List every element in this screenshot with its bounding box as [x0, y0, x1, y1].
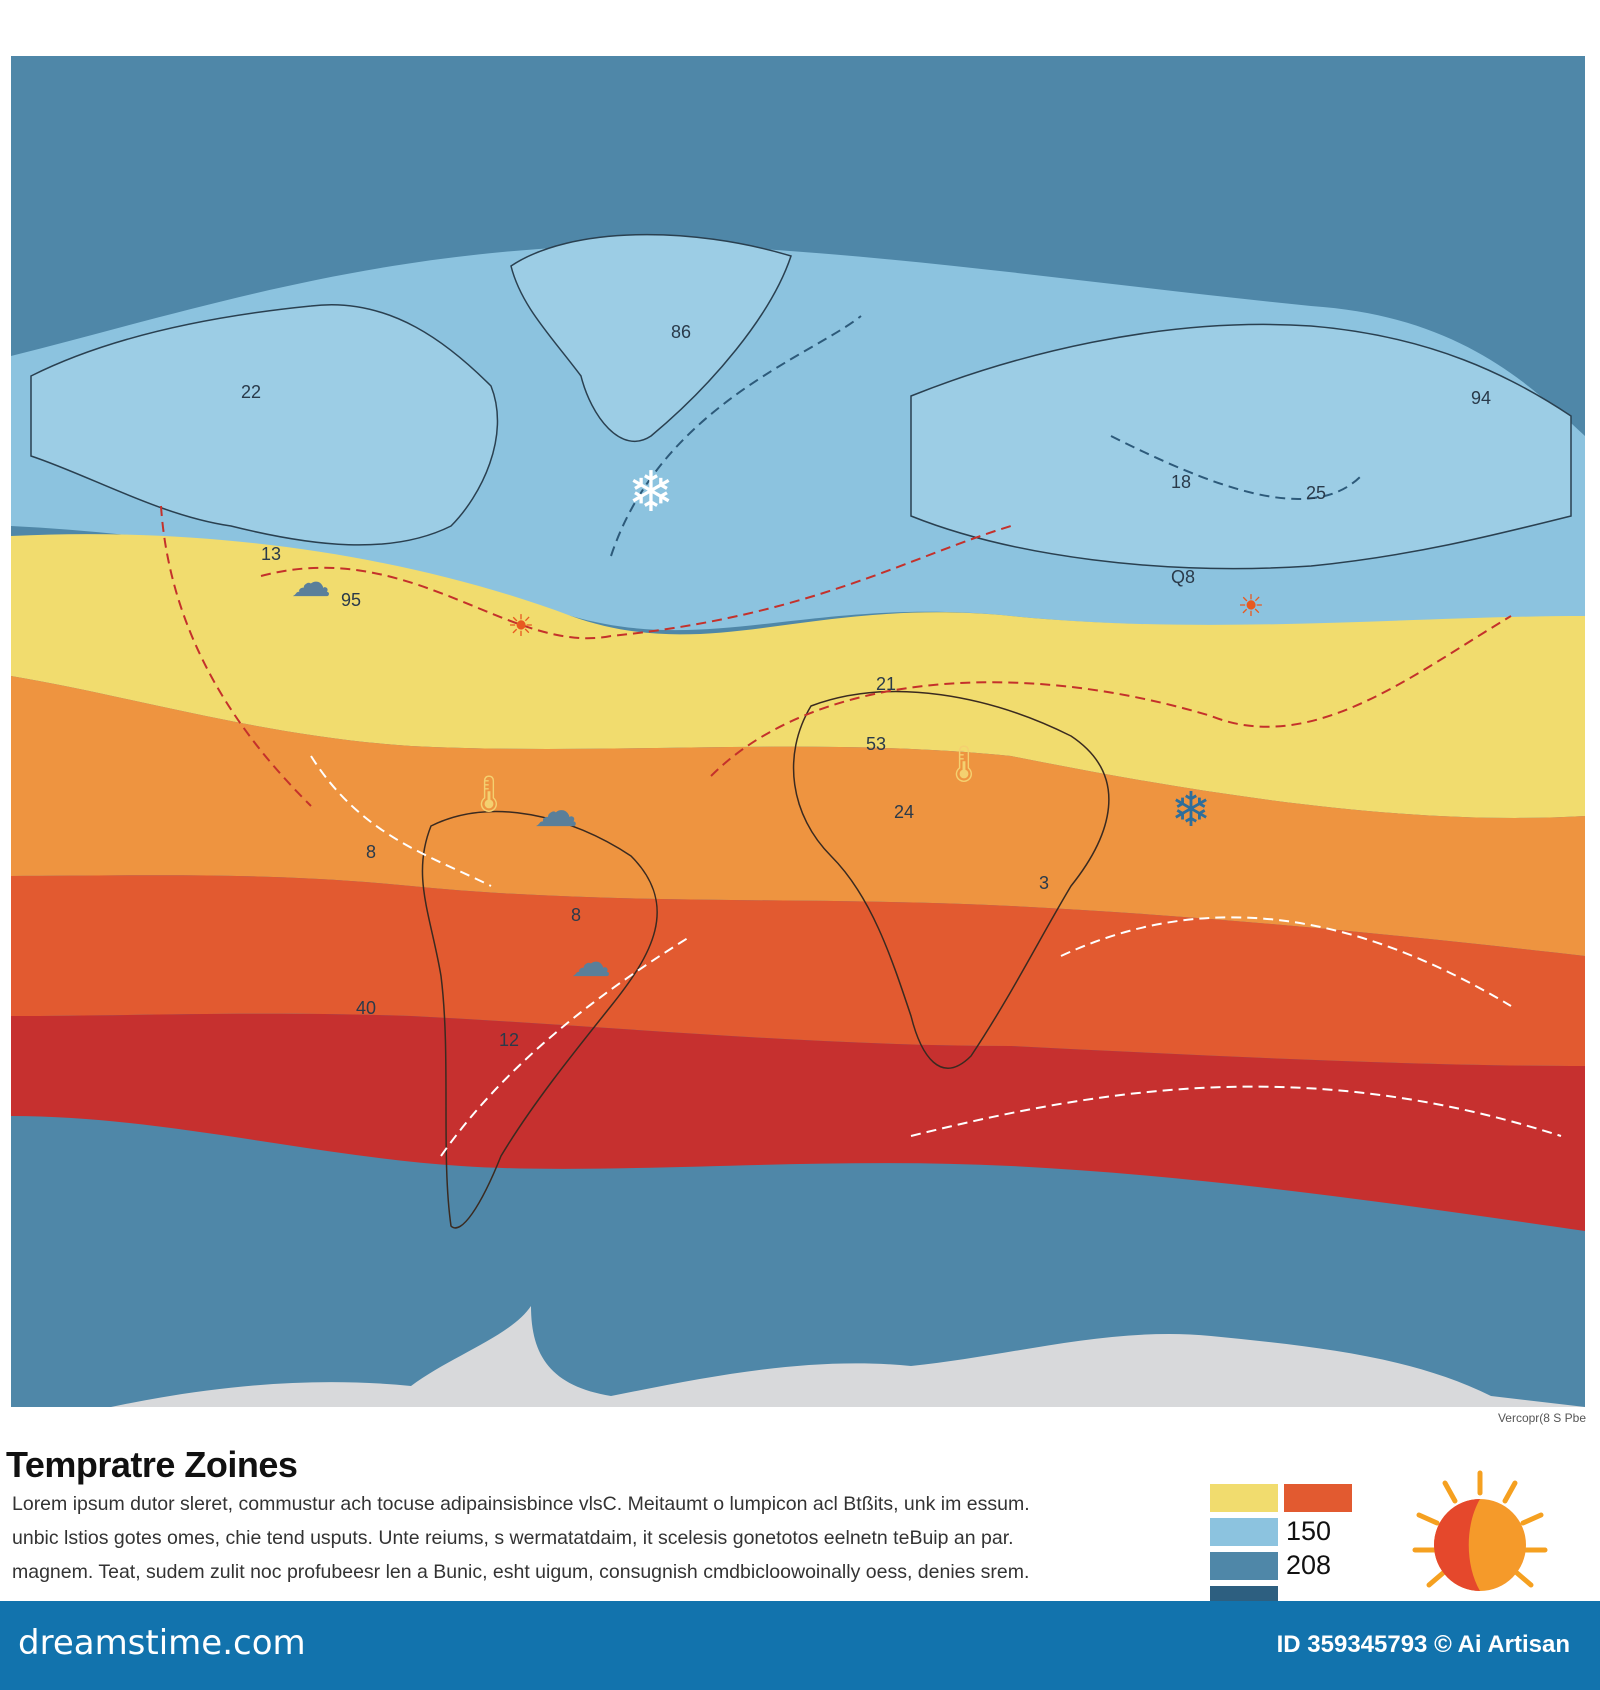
map-label: 94 — [1471, 388, 1491, 408]
sun-icon: ☀ — [508, 610, 535, 643]
map-label: 3 — [1039, 873, 1049, 893]
map-label: 8 — [366, 842, 376, 862]
cloud-rain-icon: ☁ — [291, 561, 331, 605]
snowflake-icon: ❄ — [1171, 784, 1211, 837]
map-label: 18 — [1171, 472, 1191, 492]
map-label: 86 — [671, 322, 691, 342]
map-label: 53 — [866, 734, 886, 754]
brand-logo: dreamstime.com — [18, 1623, 306, 1663]
very-hot-zone — [11, 1013, 1585, 1231]
map-label: 95 — [341, 590, 361, 610]
paragraph-line: magnem. Teat, sudem zulit noc profubeesr… — [12, 1561, 1030, 1583]
map-label: 24 — [894, 802, 914, 822]
page-title: Tempratre Zoines — [6, 1444, 298, 1485]
sun-icon — [1412, 1470, 1548, 1591]
legend-value: 150 — [1286, 1516, 1332, 1546]
hot-zone — [11, 875, 1585, 1066]
legend-swatch-red — [1284, 1484, 1352, 1512]
greenland — [510, 233, 792, 443]
map-label: 40 — [356, 998, 376, 1018]
map-label: 25 — [1306, 483, 1326, 503]
wind-flow-arrows — [160, 315, 1562, 1157]
legend: 150 208 — [1210, 1484, 1360, 1601]
warm-zone — [11, 676, 1585, 956]
cloud-rain-icon: ☁ — [571, 941, 611, 985]
temperate-zone — [11, 534, 1585, 818]
legend-swatch-yellow — [1210, 1484, 1278, 1512]
map-label: 13 — [261, 544, 281, 564]
legend-swatch-light-blue — [1210, 1518, 1278, 1546]
thermometer-icon: 🌡 — [941, 743, 987, 784]
image-id: ID 359345793 © Ai Artisan — [1276, 1631, 1570, 1658]
map-label: Q8 — [1171, 567, 1195, 587]
sun-icon: ☀ — [1238, 590, 1265, 623]
paragraph-line: unbic lstios gotes omes, chie tend usput… — [12, 1527, 1014, 1549]
temperature-zone-map: ❄ ❄ ☁ ☁ ☁ ☀ ☀ 🌡 🌡 86 22 18 25 94 13 95 Q… — [11, 56, 1585, 1407]
thermometer-icon: 🌡 — [466, 773, 512, 814]
north-america-north — [30, 304, 499, 546]
south-america — [421, 810, 658, 1229]
legend-value: 208 — [1286, 1550, 1332, 1580]
legend-swatch-dark-blue — [1210, 1586, 1278, 1601]
map-labels: 86 22 18 25 94 13 95 Q8 21 53 24 8 3 40 … — [241, 322, 1491, 1050]
footer-bar: dreamstime.com ID 359345793 © Ai Artisan — [0, 1601, 1600, 1690]
paragraph-line: Lorem ipsum dutor sleret, commustur ach … — [12, 1493, 1030, 1515]
map-label: 22 — [241, 382, 261, 402]
map-label: 12 — [499, 1030, 519, 1050]
image-credit-small: Vercopr(8 S Pbe — [1497, 1411, 1586, 1425]
snowflake-icon: ❄ — [628, 460, 675, 523]
cloud-rain-icon: ☁ — [534, 787, 578, 836]
antarctica — [111, 1306, 1585, 1407]
eurasia-north — [910, 323, 1572, 570]
legend-swatch-blue — [1210, 1552, 1278, 1580]
map-label: 8 — [571, 905, 581, 925]
africa — [792, 690, 1110, 1069]
map-label: 21 — [876, 674, 896, 694]
